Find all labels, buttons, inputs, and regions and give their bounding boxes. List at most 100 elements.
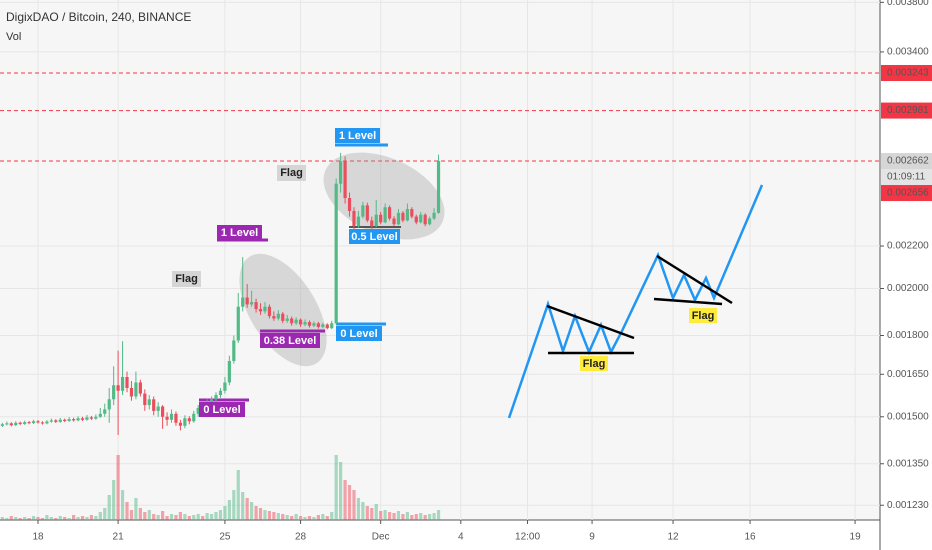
candle-body xyxy=(63,419,67,421)
x-tick-label: 19 xyxy=(850,532,862,543)
candle-body xyxy=(263,306,267,312)
volume-bar xyxy=(339,462,343,520)
annotation: 0.38 Level xyxy=(264,335,317,347)
volume-bar xyxy=(374,504,378,520)
label-bg xyxy=(260,333,320,348)
y-tick-label: 0.001230 xyxy=(887,500,929,511)
volume-bar xyxy=(432,513,436,520)
volume-bar xyxy=(27,518,31,520)
volume-bar xyxy=(272,512,276,520)
volume-bar xyxy=(414,514,418,520)
volume-bar xyxy=(352,490,356,520)
volume-bar xyxy=(227,500,231,520)
volume-bar xyxy=(223,506,227,520)
candle-body xyxy=(321,324,325,327)
candle-body xyxy=(169,413,174,420)
candle-body xyxy=(281,313,285,321)
level-label: 0.002981 xyxy=(887,105,929,116)
candle-body xyxy=(436,161,441,213)
candle-body xyxy=(339,161,343,184)
volume-bar xyxy=(49,517,53,520)
candle-body xyxy=(303,322,307,325)
volume-bar xyxy=(72,515,76,520)
volume-bar xyxy=(85,517,89,520)
candle-body xyxy=(241,297,245,307)
volume-bar xyxy=(125,502,129,520)
candle-body xyxy=(23,422,27,424)
candle-body xyxy=(414,216,418,223)
volume-bar xyxy=(241,492,245,520)
candle-body xyxy=(423,214,427,225)
candle-body xyxy=(223,382,227,391)
label-bg xyxy=(199,402,245,417)
volume-bar xyxy=(281,514,285,520)
volume-bar xyxy=(201,516,205,520)
candle-body xyxy=(165,416,169,420)
x-tick-label: 9 xyxy=(589,532,595,543)
volume-bar xyxy=(267,511,272,520)
candle-body xyxy=(374,214,378,227)
candle-body xyxy=(401,212,405,221)
candle-body xyxy=(428,218,432,225)
volume-bar xyxy=(405,512,409,520)
volume-bar xyxy=(423,515,427,520)
x-tick-label: Dec xyxy=(372,532,390,543)
volume-bar xyxy=(76,517,80,520)
y-tick-label: 0.002000 xyxy=(887,283,929,294)
candle-body xyxy=(290,318,294,324)
volume-bar xyxy=(196,514,200,520)
candle-body xyxy=(9,423,13,426)
price-tag xyxy=(881,102,932,119)
candle-body xyxy=(80,418,85,420)
x-tick-label: 16 xyxy=(744,532,756,543)
candle-body xyxy=(45,421,49,424)
candle-body xyxy=(432,212,436,219)
candle-body xyxy=(272,316,276,319)
candle-body xyxy=(94,416,98,419)
volume-bar xyxy=(276,513,280,520)
y-tick-label: 0.001350 xyxy=(887,458,929,469)
volume-bar xyxy=(258,508,263,520)
y-tick-label: 0.003800 xyxy=(887,0,929,8)
candle-body xyxy=(276,313,280,319)
price-tag xyxy=(881,153,932,170)
y-tick-label: 0.001650 xyxy=(887,369,929,380)
candle-body xyxy=(334,183,338,324)
countdown-bg xyxy=(881,169,932,186)
volume-bar xyxy=(334,455,338,520)
volume-bar xyxy=(54,518,58,520)
x-tick-label: 18 xyxy=(32,532,44,543)
volume-bar xyxy=(9,516,13,520)
volume-bar xyxy=(31,516,36,520)
volume-bar xyxy=(312,517,316,520)
candle-body xyxy=(312,323,316,326)
annotation: Flag xyxy=(280,167,303,179)
volume-bar xyxy=(290,516,294,520)
candle-body xyxy=(383,207,387,223)
candle-body xyxy=(379,214,383,223)
volume-bar xyxy=(428,514,432,520)
candle-body xyxy=(405,209,409,221)
candle-body xyxy=(85,417,89,420)
candle-body xyxy=(392,218,396,225)
candle-body xyxy=(129,388,134,397)
grid xyxy=(0,0,880,520)
volume-bar xyxy=(343,480,347,520)
candle-body xyxy=(125,376,129,389)
candle-body xyxy=(18,422,22,424)
trend-line xyxy=(656,254,733,305)
candle-body xyxy=(76,418,80,421)
y-tick-label: 0.001800 xyxy=(887,330,929,341)
candle-body xyxy=(120,376,125,391)
annotation: Flag xyxy=(175,273,198,285)
candle-body xyxy=(40,422,45,424)
candle-body xyxy=(196,407,200,414)
axis-labels: 0.003800 0.003400 0.002200 0.002000 0.001800… xyxy=(32,0,932,543)
candle-body xyxy=(250,302,254,305)
volume-bar xyxy=(116,455,120,520)
candle-body xyxy=(147,399,151,406)
candle-body xyxy=(356,216,361,227)
volume-bar xyxy=(23,517,27,520)
candle-body xyxy=(285,318,289,321)
